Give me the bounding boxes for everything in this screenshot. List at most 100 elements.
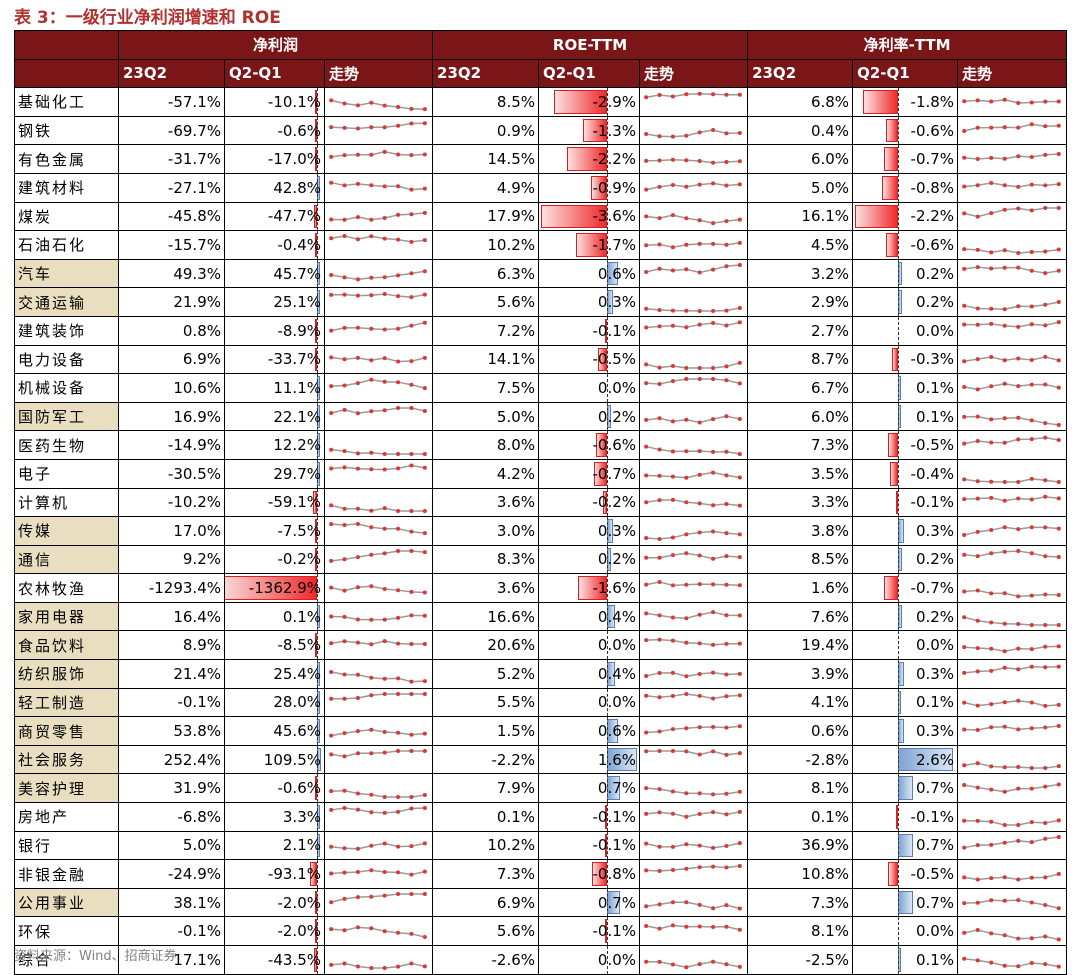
net-profit-23q2: 53.8% [118, 716, 225, 746]
sparkline-point [396, 184, 401, 189]
sparkline-point [369, 727, 374, 732]
sparkline-point [989, 495, 994, 500]
sparkline-point [644, 243, 649, 248]
sparkline-line [646, 498, 740, 507]
trend-sparkline [957, 916, 1068, 946]
change-bar-cell: 0.2% [852, 601, 959, 632]
sparkline-line [331, 356, 426, 363]
sparkline-point [329, 154, 334, 159]
sparkline-point [422, 550, 427, 555]
industry-name: 食品饮料 [14, 630, 119, 661]
sparkline-point [342, 448, 347, 453]
sparkline-point [396, 406, 401, 411]
sparkline-point [962, 874, 967, 879]
sparkline-svg [644, 551, 742, 561]
change-value: 2.6% [915, 750, 955, 769]
subheader-trend: 走势 [957, 58, 1068, 89]
change-bar-cell: 0.0% [538, 630, 641, 661]
trend-sparkline [639, 773, 749, 804]
sparkline-point [644, 693, 649, 698]
sparkline-point [396, 930, 401, 935]
change-value: -0.3% [910, 350, 955, 369]
sparkline-point [342, 217, 347, 222]
trend-sparkline [323, 144, 434, 174]
sparkline-point [342, 292, 347, 297]
sparkline-point [382, 551, 387, 556]
zero-axis [898, 231, 900, 259]
sparkline-point [329, 522, 334, 527]
trend-sparkline [957, 172, 1068, 203]
net-profit-23q2: -0.1% [118, 916, 225, 946]
sparkline-svg [962, 477, 1061, 485]
zero-axis [317, 860, 318, 888]
trend-sparkline [323, 230, 434, 260]
sparkline-line [964, 436, 1059, 444]
change-bar-cell: -59.1% [224, 487, 325, 518]
sparkline-point [1029, 322, 1034, 327]
sparkline-line [331, 523, 425, 535]
sparkline-line [646, 445, 740, 455]
sparkline-point [422, 152, 427, 157]
sparkline-point [657, 749, 662, 754]
sparkline-point [422, 749, 427, 754]
sparkline-point [422, 186, 427, 191]
table-row: 家用电器 16.4% 0.1% 16.6% 0.4% 7.6% 0.2% [14, 601, 1068, 632]
sparkline-point [1029, 122, 1034, 127]
sparkline-svg [644, 444, 742, 456]
change-value: 22.1% [273, 407, 321, 426]
sparkline-point [422, 210, 427, 215]
zero-axis [898, 860, 900, 888]
industry-name: 煤炭 [14, 201, 119, 232]
change-bar-cell: 0.0% [538, 945, 641, 975]
change-value: -2.2% [910, 207, 955, 226]
zero-axis [317, 288, 318, 316]
change-value: 0.2% [915, 293, 955, 312]
change-value: 0.0% [915, 636, 955, 655]
change-value: -0.6% [277, 121, 321, 140]
sparkline-point [1043, 525, 1048, 530]
change-value: -0.5% [910, 865, 955, 884]
zero-axis [607, 517, 609, 545]
change-bar-cell: 0.0% [852, 916, 959, 946]
sparkline-point [684, 842, 689, 847]
sparkline-point [382, 149, 387, 154]
sparkline-point [670, 449, 676, 454]
sparkline-point [396, 212, 401, 217]
sparkline-point [422, 869, 427, 874]
sparkline-point [342, 961, 347, 966]
negative-bar [315, 890, 317, 915]
zero-axis [317, 203, 318, 230]
sparkline-svg [329, 406, 427, 416]
change-value: -0.9% [592, 178, 637, 197]
sparkline-point [962, 414, 967, 419]
header-sub-row: 23Q2 Q2-Q1 走势 23Q2 Q2-Q1 走势 23Q2 Q2-Q1 走… [14, 58, 1068, 89]
trend-sparkline [957, 773, 1068, 804]
change-bar-cell: -2.9% [538, 87, 641, 117]
sparkline-point [422, 408, 427, 413]
sparkline-point [657, 447, 662, 452]
industry-name: 国防军工 [14, 401, 119, 432]
sparkline-point [382, 638, 387, 643]
change-bar-cell: -2.0% [224, 887, 325, 918]
sparkline-svg [644, 263, 742, 275]
sparkline-point [644, 214, 649, 219]
sparkline-point [989, 384, 994, 389]
trend-sparkline [323, 659, 434, 689]
sparkline-point [697, 472, 702, 477]
sparkline-point [1002, 306, 1007, 311]
change-bar-cell: -0.6% [852, 230, 959, 260]
sparkline-point [422, 238, 427, 243]
sparkline-point [670, 419, 676, 424]
sparkline-point [684, 157, 689, 162]
subheader-23q2: 23Q2 [432, 58, 540, 89]
sparkline-point [409, 121, 414, 126]
sparkline-point [975, 530, 980, 535]
sparkline-point [409, 872, 414, 877]
trend-sparkline [639, 315, 749, 346]
zero-axis [607, 203, 609, 230]
sparkline-point [657, 902, 662, 907]
sparkline-point [1043, 354, 1048, 359]
roe-23q2: 7.9% [432, 773, 540, 804]
sparkline-line [646, 362, 741, 369]
sparkline-point [975, 265, 980, 270]
